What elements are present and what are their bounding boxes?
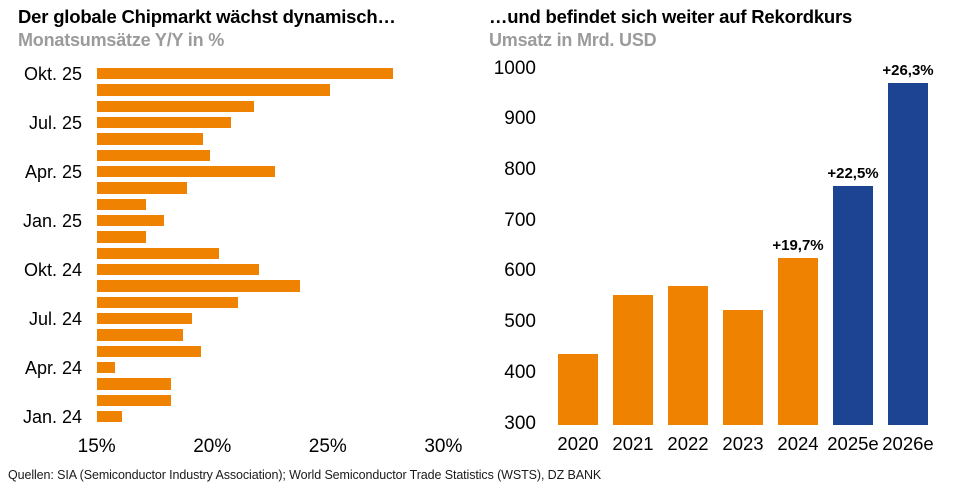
left-chart-title: Der globale Chipmarkt wächst dynamisch…: [18, 6, 396, 27]
right-y-tick-300: 300: [504, 412, 536, 434]
right-axis-label-2020: 2020: [557, 433, 599, 454]
left-bar-Mär. 25: [97, 182, 188, 194]
right-bar-2022: [668, 286, 708, 425]
left-bar-Mai 24: [97, 345, 201, 357]
left-axis-label-Jul. 24: Jul. 24: [28, 308, 82, 329]
left-bar-Mär. 24: [97, 378, 171, 390]
left-bar-Apr. 25: [97, 165, 275, 178]
left-bar-Jan. 24: [97, 410, 123, 423]
left-bar-Feb. 24: [97, 394, 171, 406]
right-y-tick-900: 900: [504, 108, 536, 130]
right-bar-2023: [723, 309, 763, 425]
left-bar-Jun. 25: [97, 133, 204, 145]
left-bar-Jul. 25: [97, 116, 232, 129]
left-bar-Okt. 25: [97, 68, 393, 80]
left-bar-Aug. 25: [97, 100, 255, 112]
left-axis-label-Okt. 24: Okt. 24: [23, 259, 82, 280]
right-axis-label-2021: 2021: [612, 433, 654, 454]
left-axis-label-Apr. 25: Apr. 25: [24, 161, 82, 182]
left-bar-Sep. 25: [97, 84, 331, 96]
left-chart-subtitle: Monatsumsätze Y/Y in %: [18, 30, 224, 50]
left-bar-Jan. 25: [97, 214, 165, 227]
left-bar-Okt. 24: [97, 263, 259, 276]
left-x-tick-20%: 20%: [193, 436, 232, 457]
left-axis-label-Apr. 24: Apr. 24: [24, 357, 82, 378]
right-bar-2024: [778, 257, 818, 425]
right-axis-label-2026e: 2026e: [882, 433, 934, 454]
left-bar-Feb. 25: [97, 198, 146, 210]
right-y-tick-700: 700: [504, 209, 536, 231]
left-bar-Nov. 24: [97, 247, 220, 259]
right-y-tick-400: 400: [504, 361, 536, 383]
left-bar-Jun. 24: [97, 329, 183, 341]
right-bar-2025e: [833, 185, 873, 425]
left-axis-label-Okt. 25: Okt. 25: [23, 63, 82, 84]
right-bar-2026e: [888, 82, 928, 425]
right-y-tick-600: 600: [504, 260, 536, 282]
left-bar-Apr. 24: [97, 361, 116, 374]
left-bar-Aug. 24: [97, 296, 238, 308]
right-y-tick-800: 800: [504, 158, 536, 180]
right-axis-label-2023: 2023: [722, 433, 764, 454]
right-axis-label-2025e: 2025e: [827, 433, 879, 454]
source-line: Quellen: SIA (Semiconductor Industry Ass…: [8, 468, 602, 482]
growth-annotation-2025e: +22,5%: [827, 164, 879, 182]
right-chart-subtitle: Umsatz in Mrd. USD: [489, 30, 657, 50]
left-axis-label-Jul. 25: Jul. 25: [28, 112, 82, 133]
left-axis-label-Jan. 24: Jan. 24: [22, 406, 82, 427]
left-bar-Sep. 24: [97, 280, 301, 292]
right-axis-label-2024: 2024: [777, 433, 819, 454]
right-bar-2020: [558, 354, 598, 425]
left-bar-Mai 25: [97, 149, 211, 161]
right-y-tick-1000: 1000: [493, 57, 536, 79]
left-bar-Jul. 24: [97, 312, 192, 325]
left-x-tick-30%: 30%: [424, 436, 463, 457]
right-y-tick-500: 500: [504, 311, 536, 333]
growth-annotation-2024: +19,7%: [772, 236, 824, 254]
growth-annotation-2026e: +26,3%: [882, 61, 934, 79]
right-axis-label-2022: 2022: [667, 433, 709, 454]
left-axis-label-Jan. 25: Jan. 25: [22, 210, 82, 231]
left-bar-Dez. 24: [97, 231, 146, 243]
left-x-tick-25%: 25%: [308, 436, 347, 457]
left-x-tick-15%: 15%: [77, 436, 116, 457]
right-chart-title: …und befindet sich weiter auf Rekordkurs: [489, 6, 853, 27]
right-bar-2021: [613, 295, 653, 425]
